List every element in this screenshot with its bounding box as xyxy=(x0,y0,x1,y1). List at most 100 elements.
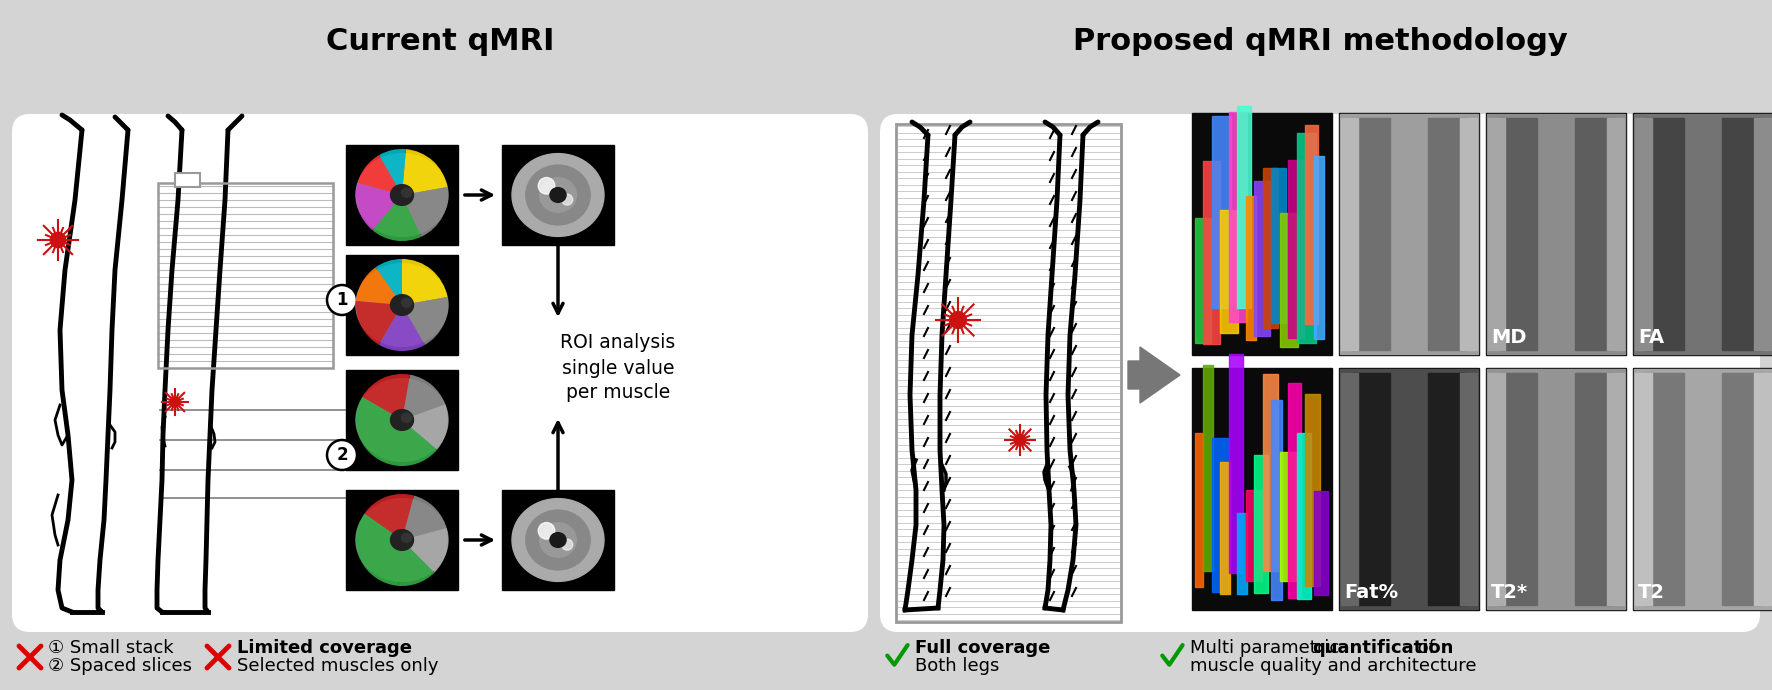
Wedge shape xyxy=(361,420,402,466)
Wedge shape xyxy=(365,494,415,540)
Text: Selected muscles only: Selected muscles only xyxy=(237,657,438,675)
Wedge shape xyxy=(376,259,402,305)
Bar xyxy=(897,124,1122,622)
Wedge shape xyxy=(402,420,438,466)
Bar xyxy=(1279,452,1295,581)
Text: 2: 2 xyxy=(337,446,347,464)
Circle shape xyxy=(539,177,555,194)
Bar xyxy=(1634,113,1772,355)
Bar xyxy=(1341,118,1357,350)
Wedge shape xyxy=(356,183,402,230)
Text: ① Small stack: ① Small stack xyxy=(48,639,174,657)
Wedge shape xyxy=(402,495,445,540)
Wedge shape xyxy=(402,528,448,573)
Wedge shape xyxy=(402,259,447,305)
Text: T2: T2 xyxy=(1637,583,1666,602)
Wedge shape xyxy=(399,540,434,586)
Bar xyxy=(1255,455,1269,593)
Bar xyxy=(1221,210,1239,333)
Ellipse shape xyxy=(356,499,448,582)
Wedge shape xyxy=(358,155,402,195)
FancyBboxPatch shape xyxy=(12,114,868,632)
Ellipse shape xyxy=(512,154,604,237)
Bar xyxy=(1636,118,1652,350)
Circle shape xyxy=(950,312,966,328)
Bar xyxy=(1297,433,1311,599)
Bar xyxy=(1315,491,1327,595)
Circle shape xyxy=(50,233,66,248)
Text: Current qMRI: Current qMRI xyxy=(326,28,555,57)
Ellipse shape xyxy=(402,413,411,422)
Bar xyxy=(1428,118,1467,350)
Bar xyxy=(501,490,615,591)
Wedge shape xyxy=(361,374,409,420)
Wedge shape xyxy=(372,195,422,241)
Text: ② Spaced slices: ② Spaced slices xyxy=(48,657,191,675)
Bar xyxy=(1237,106,1251,308)
Circle shape xyxy=(1014,434,1026,446)
Text: Proposed qMRI methodology: Proposed qMRI methodology xyxy=(1072,28,1568,57)
Bar xyxy=(1428,373,1467,605)
Circle shape xyxy=(328,285,356,315)
Bar xyxy=(1246,196,1256,340)
Bar xyxy=(1279,213,1299,347)
Ellipse shape xyxy=(526,165,590,225)
Ellipse shape xyxy=(390,530,413,551)
Polygon shape xyxy=(1129,347,1180,403)
Text: 1: 1 xyxy=(337,291,347,309)
Bar xyxy=(1722,373,1761,605)
Ellipse shape xyxy=(390,295,413,315)
Wedge shape xyxy=(402,187,448,237)
Bar xyxy=(1487,113,1627,355)
Bar xyxy=(1193,113,1333,355)
Bar xyxy=(175,173,200,187)
Wedge shape xyxy=(402,149,447,195)
Bar xyxy=(501,145,615,246)
Bar xyxy=(1575,373,1614,605)
Bar xyxy=(1255,181,1271,336)
FancyBboxPatch shape xyxy=(881,114,1760,632)
Circle shape xyxy=(328,440,356,470)
Bar xyxy=(1497,118,1536,350)
Bar xyxy=(1221,462,1230,594)
Bar xyxy=(1340,114,1478,354)
Ellipse shape xyxy=(356,264,448,346)
Text: Full coverage: Full coverage xyxy=(914,639,1051,657)
Bar xyxy=(1272,400,1283,600)
Bar xyxy=(346,490,457,591)
Bar xyxy=(1340,369,1478,609)
Bar xyxy=(1634,368,1772,610)
Bar xyxy=(346,370,457,471)
Wedge shape xyxy=(379,305,425,351)
Wedge shape xyxy=(402,404,448,450)
Bar xyxy=(1350,373,1389,605)
Ellipse shape xyxy=(356,154,448,237)
Bar xyxy=(1575,118,1614,350)
Bar xyxy=(1288,160,1304,338)
Bar xyxy=(1460,373,1478,605)
Text: ROI analysis
single value
per muscle: ROI analysis single value per muscle xyxy=(560,333,675,402)
Bar xyxy=(1193,368,1333,610)
Bar xyxy=(1460,118,1478,350)
Bar xyxy=(1306,394,1320,586)
Bar xyxy=(1644,118,1683,350)
Ellipse shape xyxy=(512,499,604,582)
Bar xyxy=(1722,118,1761,350)
Bar xyxy=(1754,118,1770,350)
Bar xyxy=(346,255,457,355)
Text: FA: FA xyxy=(1637,328,1664,347)
Bar xyxy=(1634,114,1772,354)
Bar xyxy=(1607,373,1623,605)
Bar xyxy=(1263,374,1278,571)
Bar xyxy=(1487,368,1627,610)
Bar xyxy=(1212,116,1232,308)
Wedge shape xyxy=(356,301,402,345)
Ellipse shape xyxy=(402,298,411,307)
Bar xyxy=(1315,156,1324,339)
Bar xyxy=(158,183,333,368)
Ellipse shape xyxy=(356,379,448,462)
Bar xyxy=(1212,438,1230,592)
Bar xyxy=(1288,383,1301,598)
Bar xyxy=(1341,373,1357,605)
Bar xyxy=(1487,114,1625,354)
